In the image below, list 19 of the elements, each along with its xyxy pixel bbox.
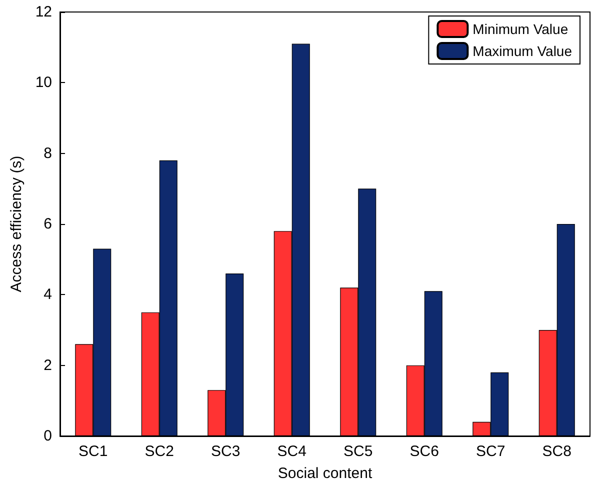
x-tick-label: SC6 bbox=[410, 443, 439, 460]
y-tick-label: 12 bbox=[35, 4, 52, 20]
legend-label: Minimum Value bbox=[472, 21, 568, 37]
x-tick-label: SC3 bbox=[211, 443, 240, 460]
x-tick-label: SC5 bbox=[344, 443, 373, 460]
y-tick-label: 0 bbox=[44, 428, 52, 444]
legend-label: Maximum Value bbox=[472, 43, 572, 59]
x-tick-label: SC2 bbox=[144, 443, 174, 460]
y-tick-label: 8 bbox=[44, 144, 52, 162]
x-tick-label: SC7 bbox=[476, 443, 506, 460]
y-axis-title: Access efficiency (s) bbox=[8, 156, 25, 292]
y-tick-label: 10 bbox=[35, 74, 52, 92]
y-tick-label: 2 bbox=[44, 356, 52, 374]
x-axis-title: Social content bbox=[278, 465, 373, 482]
x-tick-label: SC4 bbox=[277, 443, 306, 460]
x-tick-label: SC1 bbox=[78, 443, 108, 460]
y-tick-label: 4 bbox=[44, 286, 52, 304]
x-tick-label: SC8 bbox=[542, 443, 572, 460]
y-tick-label: 6 bbox=[44, 216, 52, 232]
